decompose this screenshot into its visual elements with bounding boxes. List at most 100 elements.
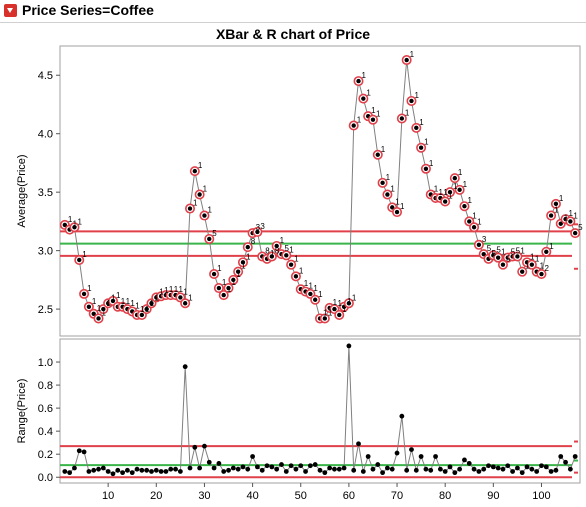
xbar-point-test-label: 1 <box>164 286 169 295</box>
xbar-point <box>372 149 383 160</box>
xbar-point-marker <box>231 277 236 283</box>
x-tick-label: 80 <box>439 490 451 502</box>
range-plot-frame <box>59 338 581 484</box>
range-point-marker <box>298 463 304 469</box>
range-point-marker <box>437 466 443 472</box>
xbar-point <box>536 269 547 280</box>
xbar-point-marker <box>255 229 260 235</box>
xbar-point <box>473 239 484 250</box>
xbar-point <box>517 266 528 277</box>
xbar-point-marker <box>288 262 294 267</box>
xbar-point-test-label: 5 <box>492 249 497 258</box>
xbar-point <box>411 122 422 133</box>
xbar-point-marker <box>284 253 289 258</box>
xbar-point-test-label: 1 <box>573 211 578 220</box>
xbar-point-test-label: 1 <box>410 50 415 59</box>
range-point-marker <box>283 469 289 474</box>
xbar-point-test-label: 1 <box>68 215 73 224</box>
range-point-marker <box>442 469 448 474</box>
xbar-point-test-label: 5 <box>516 246 521 255</box>
xbar-point <box>319 313 330 324</box>
range-point-marker <box>86 469 92 474</box>
xbar-point-test-label: 1 <box>554 206 559 215</box>
range-point-marker <box>72 465 77 471</box>
range-point-marker <box>572 454 578 459</box>
xbar-point-marker <box>361 96 366 101</box>
range-point-marker <box>524 464 530 470</box>
xbar-point <box>406 95 417 106</box>
xbar-point <box>185 203 196 214</box>
range-point-marker <box>149 469 154 474</box>
xbar-point-test-label: 8 <box>265 246 270 255</box>
xbar-point-test-label: 1 <box>236 270 241 279</box>
xbar-point <box>367 114 378 125</box>
xbar-point-marker <box>572 230 578 236</box>
xbar-point-test-label: 3 <box>256 223 261 232</box>
xbar-point-test-label: 1 <box>304 279 309 288</box>
xbar-point-marker <box>380 180 385 186</box>
xbar-point-marker <box>337 312 342 318</box>
xbar-point-test-label: 1 <box>150 299 155 308</box>
xbar-point <box>358 93 369 104</box>
xbar-point-marker <box>385 192 390 197</box>
xbar-point-marker <box>207 236 212 242</box>
range-point-marker <box>553 467 559 473</box>
x-tick-label: 100 <box>532 490 550 502</box>
range-point-marker <box>409 447 414 452</box>
xbar-point-test-label: 1 <box>477 217 482 226</box>
xbar-point-test-label: 3 <box>482 235 487 244</box>
xbar-y-tick-label: 2.5 <box>38 304 53 316</box>
xbar-point-test-label: 5 <box>284 244 289 253</box>
range-point-marker <box>317 467 323 473</box>
xbar-point-test-label: 1 <box>458 168 463 177</box>
xbar-point-marker <box>202 213 207 218</box>
xbar-point <box>69 222 80 233</box>
range-point-marker <box>153 467 159 473</box>
xbar-point <box>237 257 248 268</box>
disclosure-menu-icon[interactable] <box>4 4 17 17</box>
range-point-marker <box>168 466 174 472</box>
xbar-point-test-label: 1 <box>501 248 506 257</box>
range-point-marker <box>202 443 207 449</box>
xbar-point-test-label: 1 <box>366 89 371 98</box>
range-point-marker <box>163 469 169 474</box>
xbar-point-test-label: 1 <box>328 308 333 317</box>
xbar-point <box>420 163 431 174</box>
range-point-marker <box>385 465 390 471</box>
range-point-marker <box>433 454 438 459</box>
xbar-point-test-label: 3 <box>260 222 265 231</box>
xbar-point-test-label: 1 <box>467 196 472 205</box>
range-y-tick-label: 0.0 <box>38 472 53 484</box>
xbar-point-test-label: 1 <box>520 246 525 255</box>
xbar-point-test-label: 1 <box>77 217 82 226</box>
xbar-point-marker <box>351 123 356 128</box>
range-point-marker <box>62 469 68 474</box>
range-point-marker <box>192 444 198 450</box>
range-point-marker <box>452 470 458 476</box>
range-point-marker <box>259 467 265 473</box>
xbar-point-marker <box>447 189 453 195</box>
range-point-marker <box>447 464 453 470</box>
xbar-point-marker <box>500 262 506 267</box>
xbar-point-marker <box>399 116 405 121</box>
xbar-point <box>550 198 561 209</box>
xbar-point <box>392 207 403 218</box>
xbar-point <box>570 228 581 239</box>
range-y-tick-label: 0.4 <box>38 426 53 438</box>
xbar-point-test-label: 1 <box>217 264 222 273</box>
range-point-marker <box>327 465 333 471</box>
range-point-marker <box>567 466 573 472</box>
xbar-point-test-label: 1 <box>203 185 208 194</box>
xbar-point-test-label: 1 <box>289 245 294 254</box>
xbar-point-test-label: 1 <box>111 293 116 302</box>
xbar-point-marker <box>274 243 279 249</box>
range-point-marker <box>158 469 164 474</box>
xbar-point-marker <box>529 262 535 267</box>
xbar-point-test-label: 1 <box>159 287 164 296</box>
xbar-point-test-label: 1 <box>362 71 367 80</box>
xbar-point <box>459 201 470 212</box>
range-point-marker <box>462 457 467 463</box>
range-point-marker <box>563 459 568 465</box>
xbar-point-test-label: 1 <box>169 285 174 294</box>
xbar-point-test-label: 1 <box>559 194 564 203</box>
